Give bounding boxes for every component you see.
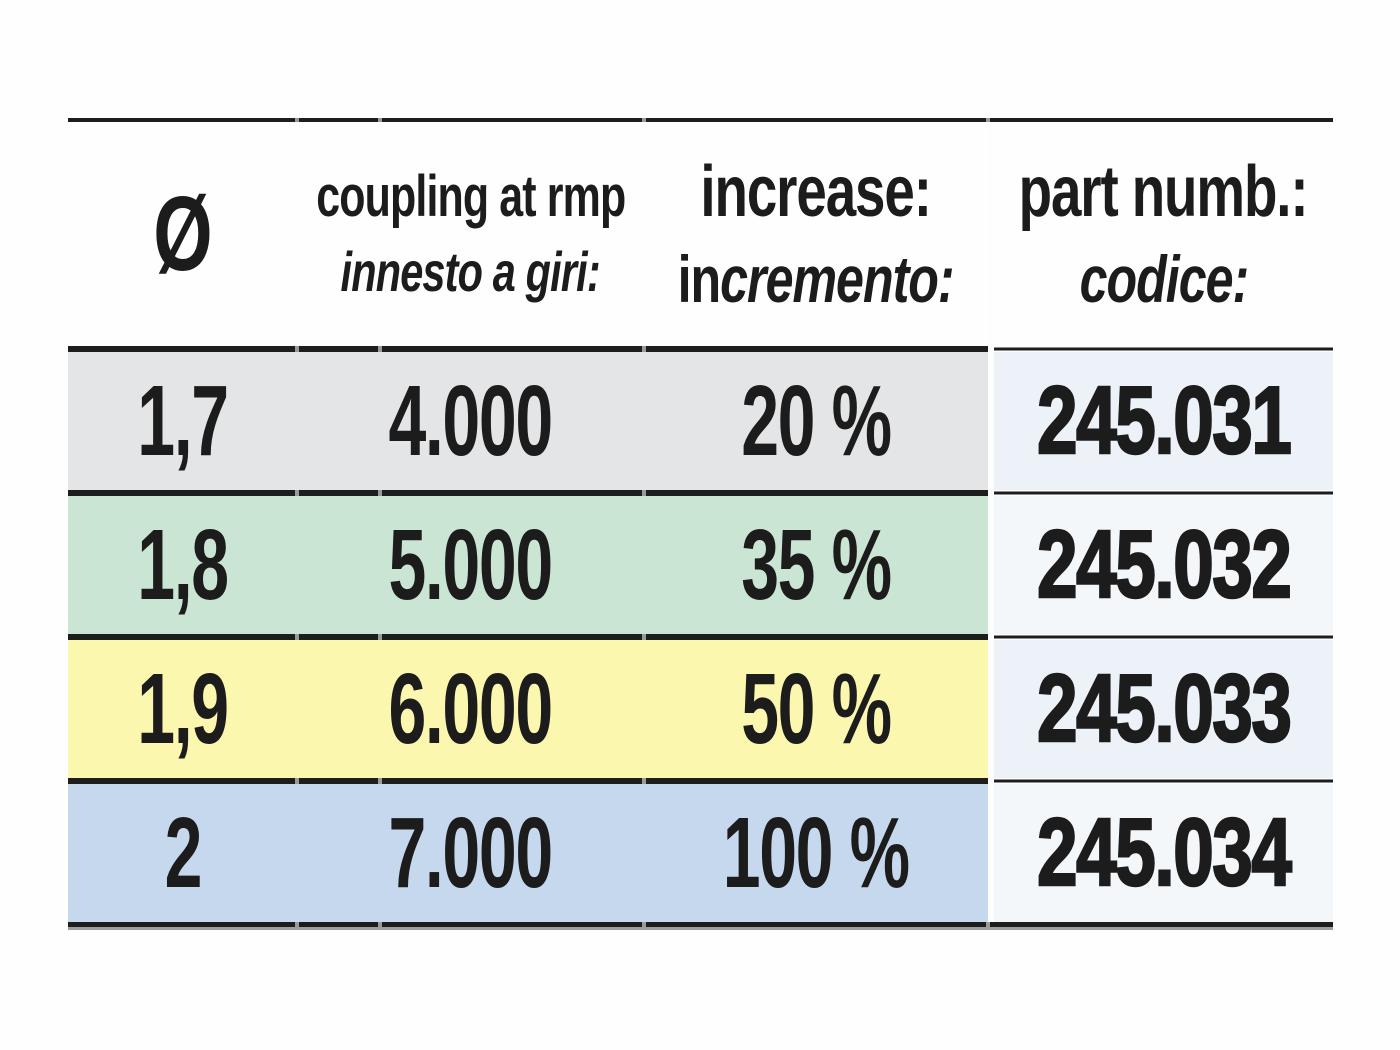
- part-number-value: 245.033: [1036, 655, 1293, 762]
- row-divider-colored-span: [68, 778, 988, 784]
- cell-coupling-rpm: 5.000: [297, 496, 644, 634]
- part-number-value: 245.032: [1036, 511, 1293, 618]
- header-coupling-en: coupling at rmp: [315, 164, 626, 229]
- cell-coupling-rpm: 4.000: [297, 352, 644, 490]
- cell-diameter: 1,7: [68, 352, 297, 490]
- increase-value: 100 %: [722, 797, 910, 909]
- header-increase-it-prefix: in: [677, 242, 722, 316]
- table-top-border: [68, 118, 1333, 122]
- part-number-value: 245.031: [1036, 367, 1293, 474]
- cell-part-number: 245.031: [988, 352, 1333, 490]
- cell-part-number: 245.034: [988, 784, 1333, 922]
- header-increase-it: incremento:: [678, 246, 955, 312]
- coupling-rpm-value: 4.000: [388, 365, 554, 477]
- cell-coupling-rpm: 7.000: [297, 784, 644, 922]
- row-divider: [68, 346, 1333, 352]
- increase-value: 50 %: [741, 653, 892, 765]
- increase-value: 35 %: [741, 509, 892, 621]
- cell-part-number: 245.032: [988, 496, 1333, 634]
- increase-value: 20 %: [741, 365, 892, 477]
- cell-diameter: 2: [68, 784, 297, 922]
- row-divider: [68, 490, 1333, 496]
- diameter-symbol: Ø: [153, 175, 213, 293]
- coupling-rpm-value: 6.000: [388, 653, 554, 765]
- header-increase-it-rest: cremento:: [720, 242, 955, 316]
- header-part-number-it: codice:: [1079, 242, 1249, 316]
- table-bottom-border: [68, 922, 1333, 927]
- cell-increase: 20 %: [644, 352, 988, 490]
- diameter-value: 1,7: [137, 365, 229, 477]
- header-increase: increase: incremento:: [644, 122, 988, 346]
- header-diameter: Ø: [68, 122, 297, 346]
- table-bottom-shadow: [68, 927, 1333, 930]
- coupling-rpm-value: 7.000: [388, 797, 554, 909]
- cell-part-number: 245.033: [988, 640, 1333, 778]
- row-divider-part-span: [988, 778, 1333, 784]
- cell-diameter: 1,9: [68, 640, 297, 778]
- parts-table: Ø coupling at rmp innesto a giri: increa…: [68, 118, 1333, 930]
- cell-increase: 35 %: [644, 496, 988, 634]
- table-body: 1,7 4.000 20 % 245.031 1,8 5.000 35 % 24…: [68, 346, 1333, 922]
- table-row: 2 7.000 100 % 245.034: [68, 784, 1333, 922]
- header-coupling-it: innesto a giri:: [340, 240, 601, 303]
- row-divider-colored-span: [68, 634, 988, 640]
- table-row: 1,7 4.000 20 % 245.031: [68, 352, 1333, 490]
- part-number-value: 245.034: [1036, 799, 1293, 906]
- cell-diameter: 1,8: [68, 496, 297, 634]
- table-row: 1,9 6.000 50 % 245.033: [68, 640, 1333, 778]
- diameter-value: 1,9: [137, 653, 229, 765]
- row-divider-part-span: [988, 346, 1333, 352]
- header-part-number: part numb.: codice:: [988, 122, 1333, 346]
- diameter-value: 2: [164, 797, 202, 909]
- row-divider-part-span: [988, 490, 1333, 496]
- diameter-value: 1,8: [137, 509, 229, 621]
- header-part-number-en: part numb.:: [1019, 152, 1309, 232]
- cell-increase: 100 %: [644, 784, 988, 922]
- header-coupling: coupling at rmp innesto a giri:: [297, 122, 644, 346]
- row-divider: [68, 634, 1333, 640]
- coupling-rpm-value: 5.000: [388, 509, 554, 621]
- row-divider-part-span: [988, 634, 1333, 640]
- table-header-row: Ø coupling at rmp innesto a giri: increa…: [68, 122, 1333, 346]
- row-divider-colored-span: [68, 490, 988, 496]
- cell-increase: 50 %: [644, 640, 988, 778]
- header-increase-en: increase:: [700, 152, 933, 232]
- row-divider: [68, 778, 1333, 784]
- table-row: 1,8 5.000 35 % 245.032: [68, 496, 1333, 634]
- cell-coupling-rpm: 6.000: [297, 640, 644, 778]
- row-divider-colored-span: [68, 346, 988, 352]
